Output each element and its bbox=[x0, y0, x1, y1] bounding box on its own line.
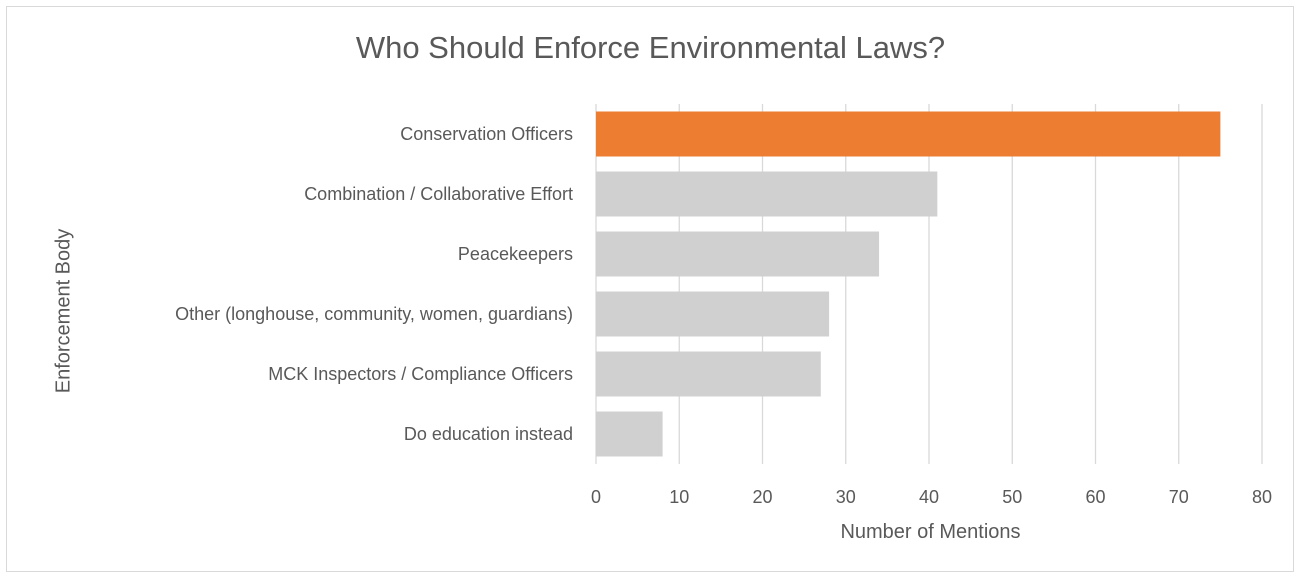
x-tick-label: 30 bbox=[836, 487, 856, 507]
x-tick-label: 10 bbox=[669, 487, 689, 507]
bar bbox=[596, 111, 1221, 157]
bar bbox=[596, 411, 663, 457]
x-tick-label: 70 bbox=[1169, 487, 1189, 507]
x-axis-title: Number of Mentions bbox=[840, 521, 1021, 543]
category-label: MCK Inspectors / Compliance Officers bbox=[268, 364, 573, 384]
x-tick-label: 80 bbox=[1252, 487, 1272, 507]
x-tick-label: 0 bbox=[591, 487, 601, 507]
bar bbox=[596, 231, 880, 277]
bar bbox=[596, 291, 830, 337]
category-label: Conservation Officers bbox=[400, 124, 573, 144]
category-label: Peacekeepers bbox=[458, 244, 573, 264]
x-tick-label: 60 bbox=[1085, 487, 1105, 507]
x-tick-label: 50 bbox=[1002, 487, 1022, 507]
x-tick-label: 40 bbox=[919, 487, 939, 507]
category-label: Other (longhouse, community, women, guar… bbox=[175, 304, 573, 324]
chart-area bbox=[6, 6, 1294, 572]
chart-title: Who Should Enforce Environmental Laws? bbox=[355, 30, 946, 65]
category-label: Do education instead bbox=[404, 424, 573, 444]
bar bbox=[596, 351, 821, 397]
x-tick-label: 20 bbox=[752, 487, 772, 507]
category-label: Combination / Collaborative Effort bbox=[304, 184, 573, 204]
bar bbox=[596, 171, 938, 217]
